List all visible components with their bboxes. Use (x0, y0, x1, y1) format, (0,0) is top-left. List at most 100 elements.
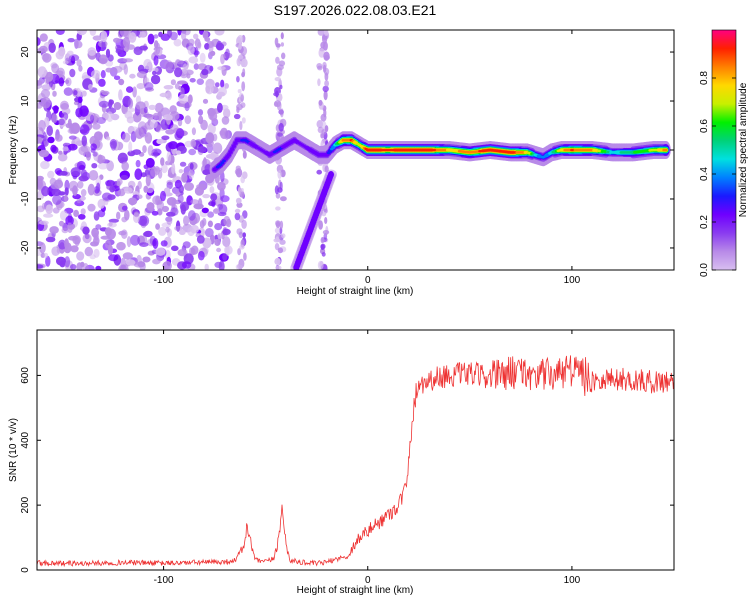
noise-blob (82, 90, 87, 97)
noise-blob (163, 187, 171, 195)
noise-blob (187, 227, 195, 237)
noise-streak-blob (237, 248, 242, 256)
noise-blob (171, 162, 176, 175)
noise-blob (181, 172, 188, 183)
colorbar-frame (711, 29, 737, 271)
noise-blob (159, 92, 169, 98)
noise-blob (155, 124, 161, 133)
noise-streak-blob (324, 217, 328, 224)
noise-streak-blob (274, 227, 280, 234)
noise-blob (73, 90, 78, 96)
noise-blob (202, 30, 209, 40)
noise-streak-blob (318, 48, 325, 58)
snr-plot-area (37, 330, 674, 570)
noise-streak-blob (240, 94, 244, 102)
noise-blob (106, 160, 114, 172)
noise-blob (63, 87, 73, 96)
noise-blob (152, 70, 157, 76)
noise-blob (190, 247, 196, 256)
noise-streak-blob (241, 117, 246, 124)
noise-streak-blob (241, 81, 246, 92)
noise-blob (37, 66, 47, 78)
noise-streak-blob (279, 220, 284, 230)
noise-blob (97, 198, 106, 209)
noise-blob (217, 102, 223, 113)
noise-blob (116, 46, 124, 54)
noise-blob (129, 73, 136, 79)
noise-blob (78, 213, 86, 220)
noise-blob (143, 185, 149, 193)
noise-blob (210, 193, 218, 201)
noise-blob (193, 63, 199, 70)
signal-trace-mark (225, 155, 230, 159)
snr-y-axis-title: SNR (10 * v/v) (8, 418, 19, 482)
noise-blob (107, 222, 117, 228)
noise-blob (193, 139, 204, 146)
noise-blob (81, 135, 88, 147)
noise-blob (143, 230, 153, 238)
noise-streak-blob (281, 233, 286, 239)
noise-blob (39, 33, 48, 42)
noise-blob (87, 183, 95, 196)
colorbar-ticks: 0.0 0.2 0.4 0.6 0.8 (699, 71, 736, 277)
spectrogram-x-ticks: -100 0 100 (154, 30, 581, 286)
noise-blob (217, 181, 226, 191)
noise-blob (93, 248, 100, 258)
noise-streak-blob (237, 35, 244, 43)
noise-blob (143, 58, 152, 70)
noise-blob (224, 130, 230, 140)
noise-blob (211, 199, 216, 208)
noise-blob (204, 263, 209, 270)
noise-blob (161, 163, 168, 174)
noise-blob (118, 230, 127, 236)
noise-blob (78, 65, 83, 72)
noise-blob (220, 79, 225, 88)
noise-blob (155, 195, 161, 206)
noise-blob (225, 48, 230, 59)
noise-blob (202, 98, 209, 104)
noise-streak-blob (275, 221, 281, 229)
noise-streak-blob (275, 265, 282, 270)
noise-blob (152, 112, 160, 120)
noise-blob (37, 37, 41, 46)
noise-streak-blob (320, 236, 325, 244)
noise-blob (197, 198, 203, 209)
noise-streak-blob (235, 264, 243, 270)
noise-blob (118, 78, 125, 86)
noise-blob (132, 112, 142, 123)
noise-blob (68, 135, 77, 140)
noise-blob (167, 172, 177, 179)
noise-blob (41, 186, 50, 197)
noise-blob (116, 180, 121, 188)
noise-blob (153, 55, 159, 66)
noise-blob (182, 63, 188, 75)
noise-blob (154, 165, 160, 176)
noise-blob (61, 227, 69, 234)
signal-trace-mark (232, 144, 236, 148)
noise-blob (65, 215, 74, 226)
noise-blob (161, 135, 170, 141)
noise-blob (124, 209, 130, 221)
noise-blob (223, 108, 231, 119)
noise-blob (218, 204, 228, 215)
noise-blob (43, 213, 54, 218)
noise-blob (196, 78, 204, 85)
noise-blob (77, 180, 84, 189)
noise-blob (140, 172, 147, 178)
noise-blob (161, 205, 169, 213)
noise-streak-blob (323, 30, 329, 36)
noise-blob (67, 38, 75, 43)
noise-blob (79, 124, 90, 136)
noise-blob (140, 125, 148, 134)
noise-blob (126, 116, 135, 124)
noise-blob (119, 30, 129, 37)
noise-streak-blob (280, 42, 284, 47)
noise-streak-blob (323, 90, 328, 101)
noise-blob (158, 226, 167, 236)
spectrogram-y-tick-label: 0 (20, 147, 31, 153)
noise-blob (123, 97, 131, 107)
noise-blob (205, 132, 215, 144)
spectrogram-y-tick-label: -10 (20, 191, 31, 206)
noise-blob (215, 82, 220, 88)
